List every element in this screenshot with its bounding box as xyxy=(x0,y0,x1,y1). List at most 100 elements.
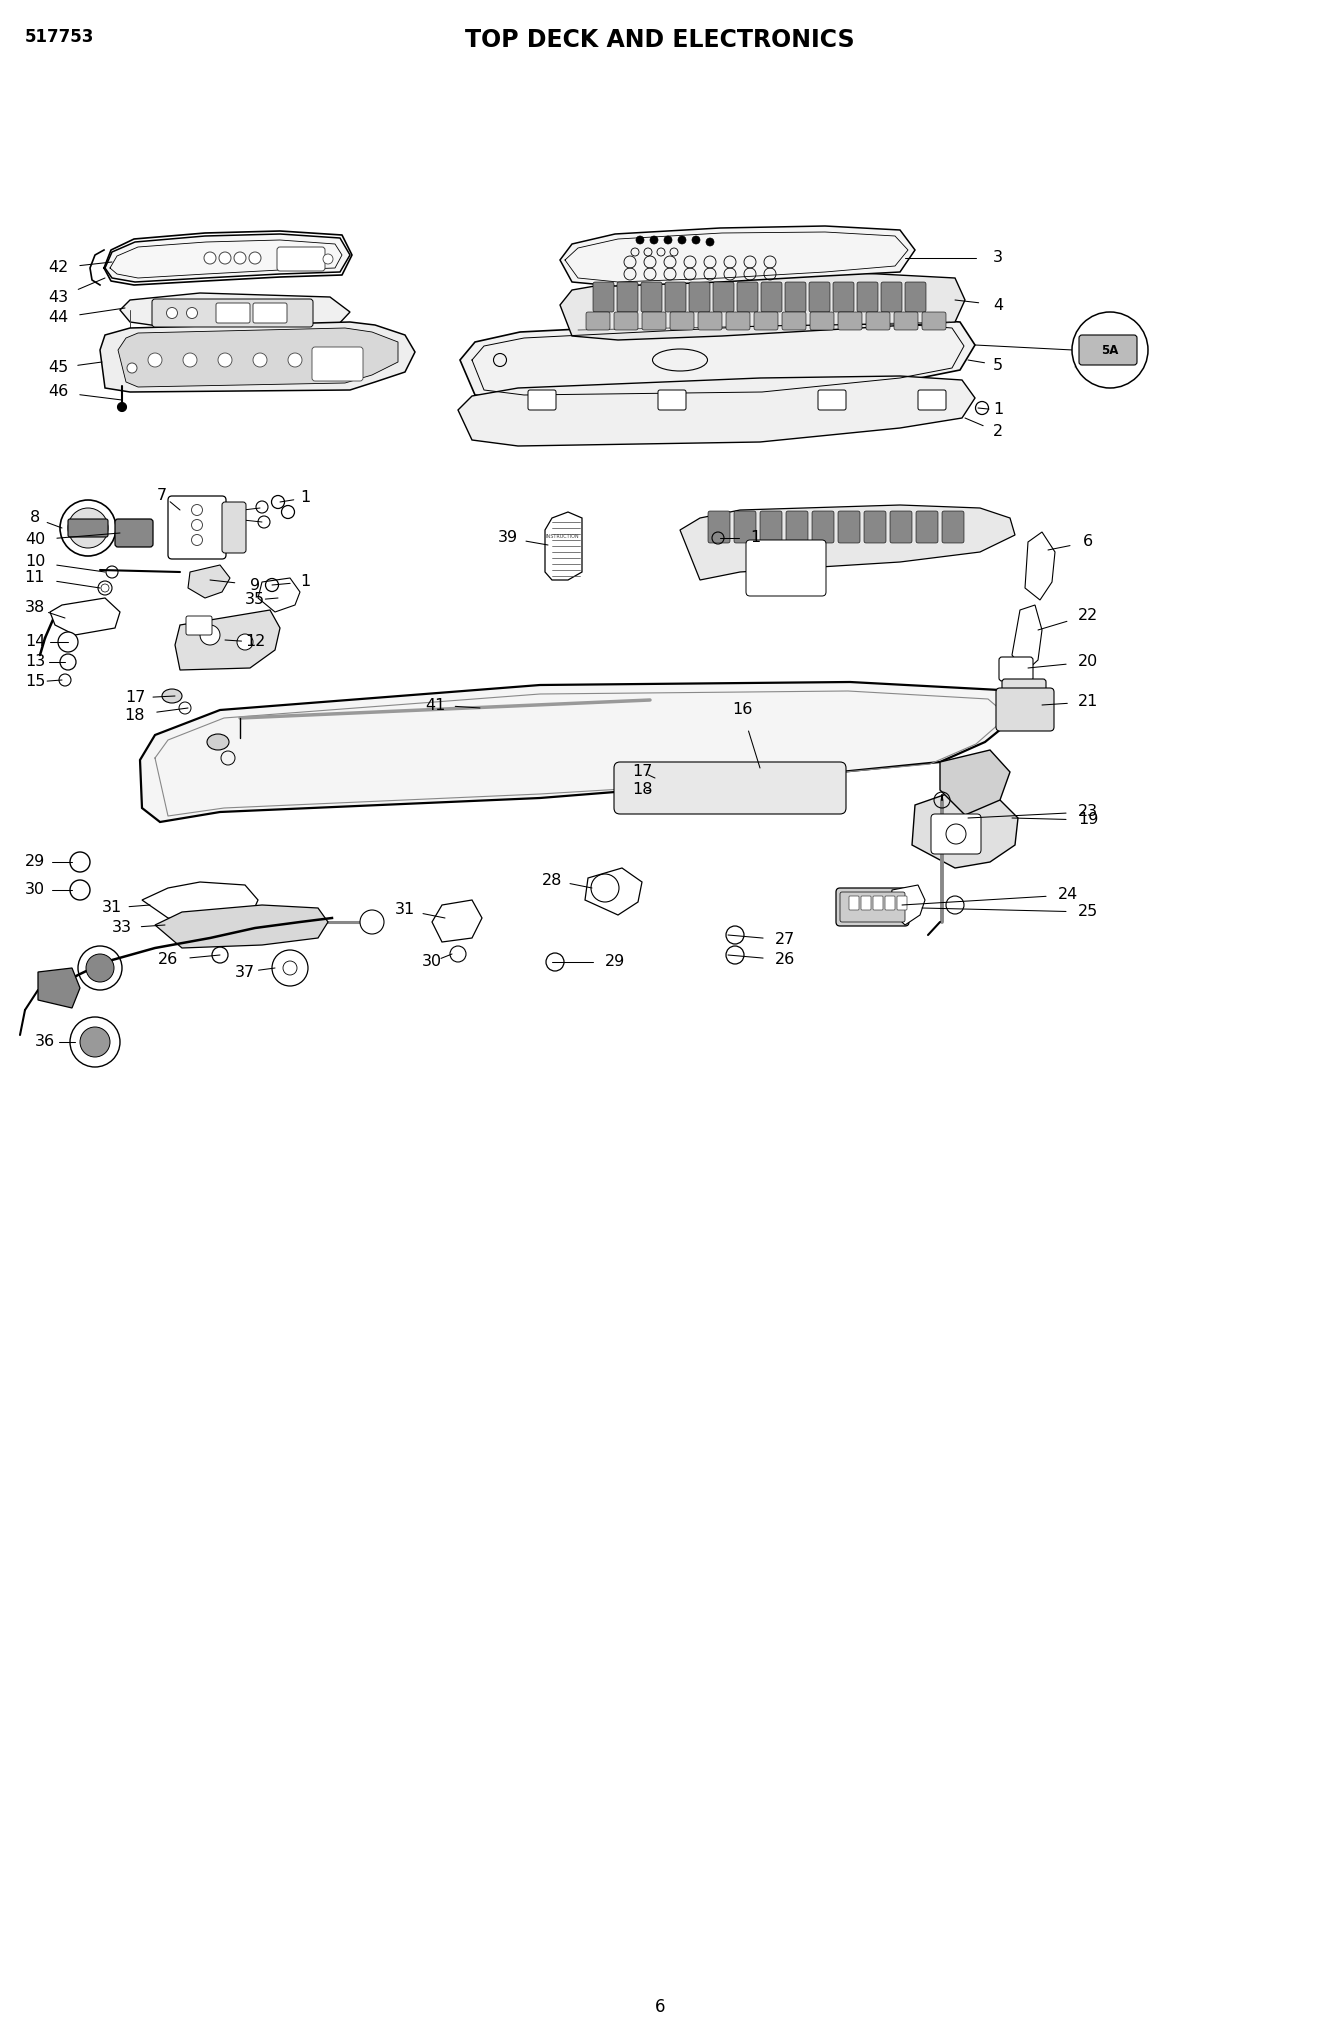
FancyBboxPatch shape xyxy=(642,282,663,313)
Polygon shape xyxy=(890,885,925,926)
Text: 2: 2 xyxy=(993,425,1003,439)
FancyBboxPatch shape xyxy=(708,511,730,544)
FancyBboxPatch shape xyxy=(906,282,927,313)
FancyBboxPatch shape xyxy=(754,313,777,329)
FancyBboxPatch shape xyxy=(1078,335,1137,366)
Polygon shape xyxy=(1026,531,1055,601)
Polygon shape xyxy=(117,327,399,386)
Polygon shape xyxy=(545,511,582,580)
Text: 8: 8 xyxy=(30,511,40,525)
Text: 40: 40 xyxy=(25,533,45,548)
Text: 46: 46 xyxy=(48,384,69,399)
FancyBboxPatch shape xyxy=(657,390,686,411)
FancyBboxPatch shape xyxy=(726,313,750,329)
FancyBboxPatch shape xyxy=(671,313,694,329)
Circle shape xyxy=(117,403,127,411)
FancyBboxPatch shape xyxy=(785,511,808,544)
Text: 42: 42 xyxy=(48,260,69,276)
FancyBboxPatch shape xyxy=(642,313,667,329)
FancyBboxPatch shape xyxy=(762,282,781,313)
Circle shape xyxy=(1072,313,1148,388)
FancyBboxPatch shape xyxy=(861,895,871,910)
Polygon shape xyxy=(140,683,1022,822)
Circle shape xyxy=(234,251,246,264)
Text: 28: 28 xyxy=(541,873,562,887)
Polygon shape xyxy=(100,323,414,392)
FancyBboxPatch shape xyxy=(866,313,890,329)
Polygon shape xyxy=(459,319,975,401)
FancyBboxPatch shape xyxy=(665,282,686,313)
FancyBboxPatch shape xyxy=(894,313,917,329)
Circle shape xyxy=(649,235,657,243)
FancyBboxPatch shape xyxy=(760,511,781,544)
FancyBboxPatch shape xyxy=(593,282,614,313)
Polygon shape xyxy=(176,609,280,670)
FancyBboxPatch shape xyxy=(253,303,286,323)
Circle shape xyxy=(59,501,116,556)
FancyBboxPatch shape xyxy=(216,303,249,323)
Text: 30: 30 xyxy=(422,955,442,969)
FancyBboxPatch shape xyxy=(528,390,556,411)
Text: 25: 25 xyxy=(1078,905,1098,920)
FancyBboxPatch shape xyxy=(898,895,907,910)
FancyBboxPatch shape xyxy=(999,656,1034,681)
Ellipse shape xyxy=(162,689,182,703)
FancyBboxPatch shape xyxy=(873,895,883,910)
Polygon shape xyxy=(120,292,350,331)
Text: 22: 22 xyxy=(1078,607,1098,623)
Circle shape xyxy=(166,307,177,319)
Text: 19: 19 xyxy=(1078,814,1098,828)
Text: 36: 36 xyxy=(34,1034,55,1049)
FancyBboxPatch shape xyxy=(942,511,964,544)
FancyBboxPatch shape xyxy=(186,615,213,636)
FancyBboxPatch shape xyxy=(115,519,153,548)
Polygon shape xyxy=(560,274,965,339)
Circle shape xyxy=(69,509,108,548)
Circle shape xyxy=(360,910,384,934)
Text: 1: 1 xyxy=(750,531,760,546)
FancyBboxPatch shape xyxy=(312,347,363,380)
FancyBboxPatch shape xyxy=(916,511,939,544)
FancyBboxPatch shape xyxy=(222,503,246,554)
Ellipse shape xyxy=(207,734,228,750)
Text: 4: 4 xyxy=(993,298,1003,313)
Circle shape xyxy=(218,354,232,368)
Text: 23: 23 xyxy=(1078,805,1098,820)
Circle shape xyxy=(249,251,261,264)
FancyBboxPatch shape xyxy=(809,282,830,313)
FancyBboxPatch shape xyxy=(785,282,807,313)
Text: 15: 15 xyxy=(25,675,45,689)
Circle shape xyxy=(86,955,114,981)
Text: 13: 13 xyxy=(25,654,45,670)
Polygon shape xyxy=(680,505,1015,580)
Text: 29: 29 xyxy=(25,854,45,869)
Text: 39: 39 xyxy=(498,531,517,546)
Circle shape xyxy=(282,961,297,975)
Circle shape xyxy=(272,950,308,985)
Circle shape xyxy=(201,625,220,646)
Circle shape xyxy=(692,235,700,243)
Text: 7: 7 xyxy=(157,489,168,503)
FancyBboxPatch shape xyxy=(781,313,807,329)
Text: 30: 30 xyxy=(25,883,45,897)
FancyBboxPatch shape xyxy=(734,511,756,544)
FancyBboxPatch shape xyxy=(838,511,861,544)
Text: 35: 35 xyxy=(246,593,265,607)
Text: 517753: 517753 xyxy=(25,29,94,47)
Circle shape xyxy=(81,1026,110,1057)
FancyBboxPatch shape xyxy=(277,247,325,272)
Circle shape xyxy=(98,580,112,595)
Polygon shape xyxy=(432,899,482,942)
Text: 18: 18 xyxy=(125,707,145,722)
FancyBboxPatch shape xyxy=(840,891,906,922)
Polygon shape xyxy=(38,969,81,1008)
Text: 38: 38 xyxy=(25,601,45,615)
Text: 14: 14 xyxy=(25,634,45,650)
Circle shape xyxy=(288,354,302,368)
Circle shape xyxy=(706,237,714,245)
FancyBboxPatch shape xyxy=(614,762,846,814)
Polygon shape xyxy=(143,883,257,922)
Circle shape xyxy=(205,251,216,264)
FancyBboxPatch shape xyxy=(746,540,826,597)
Circle shape xyxy=(70,1018,120,1067)
